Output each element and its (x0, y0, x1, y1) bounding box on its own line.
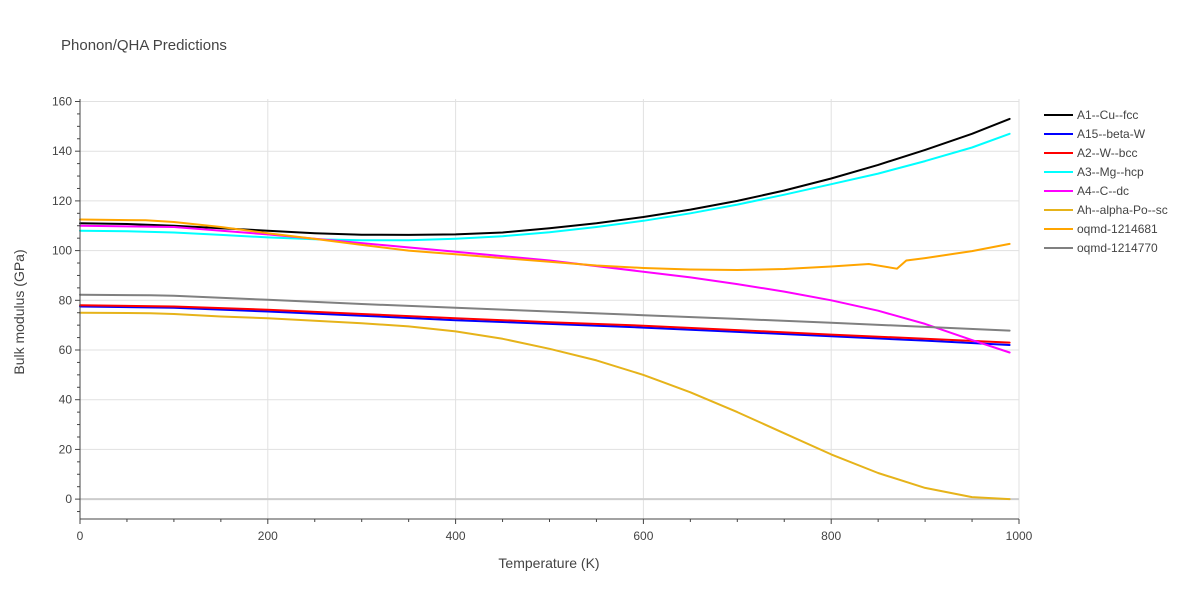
legend-item-label[interactable]: A4--C--dc (1077, 184, 1129, 198)
series-line-A2--W--bcc (79, 304, 1011, 344)
y-tick-label: 160 (52, 94, 72, 108)
y-tick-label: 140 (52, 144, 72, 158)
x-tick-label: 400 (446, 529, 466, 543)
legend-item-label[interactable]: A1--Cu--fcc (1077, 108, 1138, 122)
grid-lines (80, 99, 1020, 519)
legend-item-label[interactable]: A3--Mg--hcp (1077, 165, 1144, 179)
x-tick-label: 600 (633, 529, 653, 543)
y-tick-label: 100 (52, 244, 72, 258)
axes: 0 200 400 600 800 1000 0 20 40 60 80 100 120 140 160 (52, 94, 1033, 543)
chart-title: Phonon/QHA Predictions (61, 37, 227, 54)
series-line-A1--Cu--fcc (79, 117, 1011, 236)
series-line-oqmd-1214681 (79, 218, 1011, 271)
x-axis-label: Temperature (K) (498, 555, 599, 571)
series-line-Ah--alpha-Po--sc (79, 311, 1011, 501)
y-tick-label: 20 (59, 442, 73, 456)
legend: A1--Cu--fcc A15--beta-W A2--W--bcc A3--Mg--… (1044, 108, 1168, 255)
series-line-A4--C--dc (79, 224, 1011, 354)
y-tick-label: 120 (52, 194, 72, 208)
x-tick-label: 0 (77, 529, 84, 543)
legend-item-label[interactable]: Ah--alpha-Po--sc (1077, 203, 1168, 217)
y-tick-label: 60 (59, 343, 73, 357)
y-axis-label: Bulk modulus (GPa) (11, 249, 27, 374)
legend-item-label[interactable]: A2--W--bcc (1077, 146, 1137, 160)
series-lines (79, 117, 1011, 501)
series-line-A3--Mg--hcp (79, 132, 1011, 242)
x-tick-label: 200 (258, 529, 278, 543)
series-line-A15--beta-W (79, 305, 1011, 346)
y-tick-label: 80 (59, 293, 73, 307)
series-line-oqmd-1214770 (79, 293, 1011, 332)
legend-item-label[interactable]: A15--beta-W (1077, 127, 1146, 141)
legend-item-label[interactable]: oqmd-1214681 (1077, 222, 1158, 236)
y-tick-label: 0 (65, 492, 72, 506)
y-tick-label: 40 (59, 393, 73, 407)
x-tick-label: 1000 (1006, 529, 1033, 543)
x-tick-label: 800 (821, 529, 841, 543)
legend-item-label[interactable]: oqmd-1214770 (1077, 241, 1158, 255)
